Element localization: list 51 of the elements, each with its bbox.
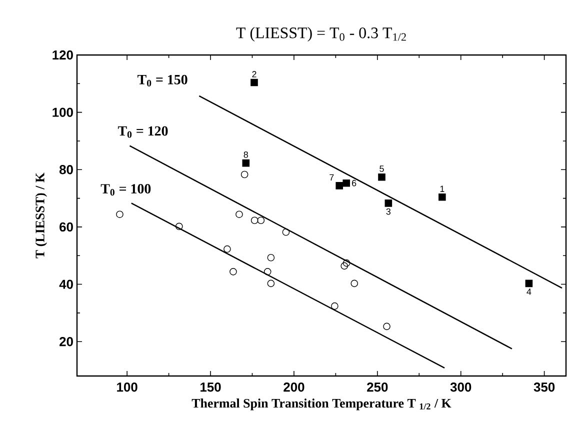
annotation: 2 bbox=[252, 71, 256, 78]
x-tick-label: 200 bbox=[284, 382, 304, 392]
point bbox=[250, 78, 258, 86]
point bbox=[340, 262, 348, 270]
y-tick-label: 20 bbox=[60, 337, 73, 346]
point bbox=[267, 280, 275, 288]
annotation: 4 bbox=[526, 288, 532, 295]
annotation: T$_{0}$ = 120 bbox=[118, 126, 168, 138]
chart-title: T (LIESST) = T$_{0}$ - 0.3 T$_{1/2}$ bbox=[236, 27, 406, 42]
point bbox=[384, 200, 392, 207]
point bbox=[242, 159, 250, 167]
point bbox=[282, 228, 290, 236]
y-tick-label: 40 bbox=[59, 280, 73, 289]
x-axis-title: Thermal Spin Transition Temperature T $_{1/2}$ / K bbox=[192, 398, 452, 410]
annotation: 8 bbox=[244, 151, 248, 158]
annotation: 7 bbox=[330, 174, 334, 180]
annotation: T$_{0}$ = 100 bbox=[100, 184, 151, 196]
y-tick-label: 100 bbox=[52, 108, 73, 117]
point bbox=[257, 216, 265, 224]
annotation: 1 bbox=[440, 186, 444, 192]
annotation: 6 bbox=[352, 180, 356, 186]
point bbox=[336, 182, 344, 190]
point bbox=[342, 179, 350, 187]
point bbox=[250, 216, 258, 224]
x-tick-label: 100 bbox=[117, 382, 138, 392]
point bbox=[230, 268, 237, 276]
point bbox=[116, 210, 124, 218]
point bbox=[438, 194, 446, 201]
point bbox=[267, 254, 275, 262]
annotation: 5 bbox=[380, 166, 384, 172]
point bbox=[350, 280, 358, 288]
point bbox=[383, 322, 390, 330]
y-tick-label: 120 bbox=[52, 50, 73, 60]
point bbox=[175, 222, 183, 230]
annotation: 3 bbox=[386, 208, 391, 215]
point bbox=[240, 170, 248, 178]
x-tick-label: 250 bbox=[367, 382, 388, 392]
point bbox=[264, 268, 272, 276]
y-tick-label: 80 bbox=[59, 165, 73, 174]
x-tick-label: 350 bbox=[534, 382, 555, 392]
y-tick-label: 60 bbox=[60, 222, 73, 232]
y-axis-title: T (LIESST) / K bbox=[35, 172, 48, 258]
point bbox=[224, 245, 231, 253]
x-tick-label: 300 bbox=[450, 382, 472, 392]
point bbox=[378, 173, 386, 181]
point bbox=[236, 210, 243, 218]
point bbox=[342, 259, 350, 267]
point bbox=[525, 280, 533, 288]
point bbox=[331, 302, 338, 310]
annotation: T$_{0}$ = 150 bbox=[138, 74, 188, 86]
x-tick-label: 150 bbox=[200, 382, 221, 392]
